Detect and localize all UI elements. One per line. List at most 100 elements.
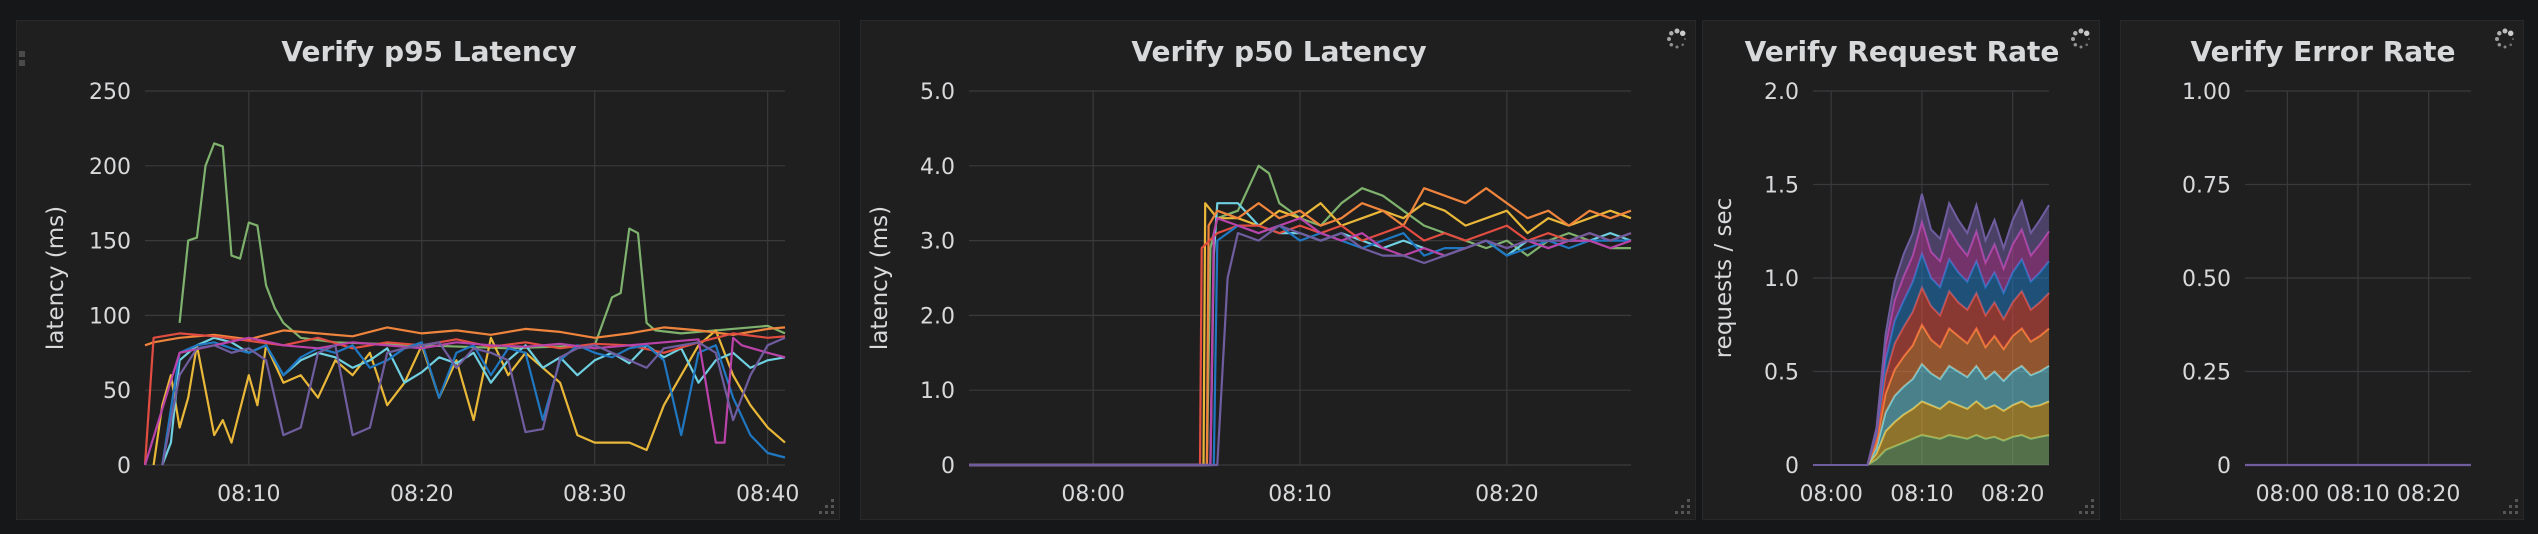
series-line-5 <box>161 341 786 466</box>
series-line-7 <box>161 336 786 466</box>
x-tick-label: 08:40 <box>736 482 799 507</box>
spinner-dot <box>2071 37 2075 41</box>
spinner-dot <box>2073 42 2078 47</box>
x-tick-label: 08:10 <box>1268 482 1331 507</box>
series-line-6 <box>969 217 1632 467</box>
resize-dot <box>1687 505 1690 508</box>
area-series-5 <box>1813 253 2049 465</box>
chart-p95-latency: Verify p95 Latency latency (ms) 0 50 100 150 2… <box>43 35 834 514</box>
series-line-4 <box>143 332 786 466</box>
area-series-2 <box>1813 364 2049 465</box>
resize-dot <box>2509 511 2512 514</box>
panel-request-rate[interactable]: Verify Request Rate requests / sec 0 0.5 1.0… <box>1702 20 2100 520</box>
x-grid <box>248 91 769 465</box>
y-tick-label: 1.00 <box>2182 80 2231 105</box>
y-tick-label: 1.5 <box>1764 174 1799 199</box>
series-group <box>143 142 786 466</box>
resize-dot <box>2515 499 2518 502</box>
x-tick-label: 08:20 <box>1981 482 2044 507</box>
resize-dot <box>1681 505 1684 508</box>
y-axis-label: latency (ms) <box>43 206 69 350</box>
loading-spinner-icon <box>1667 28 1686 49</box>
panel-error-rate[interactable]: Verify Error Rate 0 0.25 0.50 0.75 1.00 08:00 0… <box>2120 20 2524 520</box>
area-series-6 <box>1813 221 2049 465</box>
x-tick-label: 08:20 <box>2397 482 2460 507</box>
resize-dot <box>825 511 828 514</box>
resize-dot <box>1681 511 1684 514</box>
spinner-dot <box>1674 28 1680 34</box>
resize-dot <box>2509 505 2512 508</box>
spinner-dot <box>2083 30 2090 37</box>
x-tick-label: 08:00 <box>1799 482 1862 507</box>
x-tick-label: 08:20 <box>1475 482 1538 507</box>
y-tick-label: 0 <box>117 454 131 479</box>
chart-request-rate: Verify Request Rate requests / sec 0 0.5 1.0… <box>1711 28 2094 514</box>
spinner-dot <box>1669 31 1674 36</box>
y-axis-label: requests / sec <box>1711 198 1737 359</box>
spinner-dot <box>2497 42 2502 47</box>
series-line-3 <box>969 187 1632 467</box>
spinner-dot <box>2497 31 2502 36</box>
resize-dot <box>2503 511 2506 514</box>
spinner-dot <box>2509 43 2512 46</box>
y-tick-label: 100 <box>89 304 131 329</box>
panel-p95-latency[interactable]: Verify p95 Latency latency (ms) 0 50 100 150 2… <box>16 20 840 520</box>
spinner-dot <box>2073 31 2078 36</box>
resize-dot <box>2079 511 2082 514</box>
spinner-dot <box>1669 42 1674 47</box>
spinner-dot <box>2078 28 2084 34</box>
y-tick-label: 0 <box>1785 454 1799 479</box>
spinner-dot <box>1667 37 1671 41</box>
resize-dot <box>819 511 822 514</box>
resize-dot <box>2085 505 2088 508</box>
series-group <box>1813 193 2050 466</box>
chart-title: Verify p50 Latency <box>1131 35 1426 68</box>
x-tick-label: 08:10 <box>217 482 280 507</box>
spinner-dot <box>2507 30 2514 37</box>
series-line-1 <box>969 202 1632 467</box>
chart-title: Verify Request Rate <box>1745 35 2060 68</box>
chart-p50-latency: Verify p50 Latency latency (ms) 0 1.0 2.0 3.0… <box>867 28 1690 514</box>
x-tick-label: 08:10 <box>2326 482 2389 507</box>
spinner-dot <box>2502 28 2508 34</box>
x-tick-label: 08:30 <box>563 482 626 507</box>
series-group <box>969 164 1632 467</box>
y-tick-label: 50 <box>103 379 131 404</box>
area-series-1 <box>1813 401 2049 465</box>
y-tick-label: 0.75 <box>2182 174 2231 199</box>
y-tick-label: 150 <box>89 230 131 255</box>
resize-handle-icon <box>2079 499 2094 514</box>
y-tick-label: 3.0 <box>920 230 955 255</box>
resize-dot <box>2085 511 2088 514</box>
resize-dot <box>831 505 834 508</box>
drag-handle[interactable] <box>19 51 27 81</box>
spinner-dot <box>1679 30 1686 37</box>
resize-dot <box>825 505 828 508</box>
resize-dot <box>2091 511 2094 514</box>
spinner-dot <box>1675 45 1679 49</box>
resize-dot <box>1675 511 1678 514</box>
series-line-0 <box>178 142 786 350</box>
area-series-0 <box>1813 435 2049 465</box>
spinner-dot <box>2512 38 2514 40</box>
spinner-dot <box>2495 37 2499 41</box>
panel-p50-latency[interactable]: Verify p50 Latency latency (ms) 0 1.0 2.0 3.0… <box>860 20 1696 520</box>
resize-dot <box>1687 499 1690 502</box>
series-line-3 <box>144 326 786 347</box>
resize-dot <box>2091 505 2094 508</box>
spinner-dot <box>1681 43 1684 46</box>
resize-dot <box>1687 511 1690 514</box>
loading-spinner-icon <box>2495 28 2514 49</box>
x-tick-label: 08:00 <box>1061 482 1124 507</box>
resize-handle-icon <box>2503 499 2518 514</box>
spinner-dot <box>1684 38 1686 40</box>
spinner-dot <box>2088 38 2090 40</box>
x-tick-label: 08:10 <box>1890 482 1953 507</box>
y-tick-label: 5.0 <box>920 80 955 105</box>
resize-dot <box>831 511 834 514</box>
loading-spinner-icon <box>2071 28 2090 49</box>
y-tick-label: 2.0 <box>920 304 955 329</box>
spinner-dot <box>2085 43 2088 46</box>
y-tick-label: 4.0 <box>920 155 955 180</box>
